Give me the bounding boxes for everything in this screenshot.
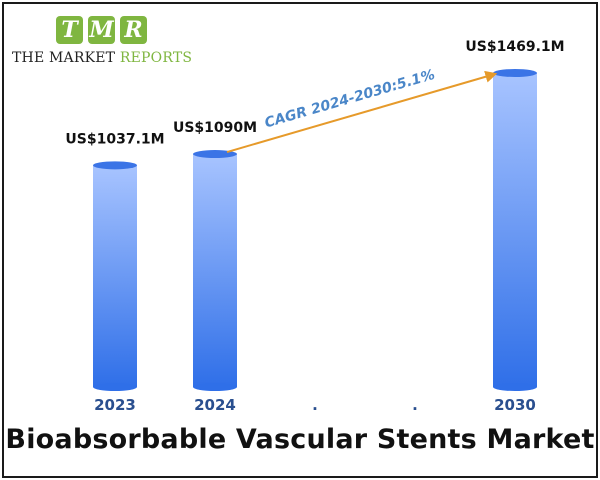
category-label-2024: 2024 <box>194 396 236 414</box>
logo-name-part2: REPORTS <box>119 50 193 66</box>
category-label-gap-3: . <box>412 396 418 414</box>
logo-tile-m: M <box>88 16 115 44</box>
chart-title: Bioabsorbable Vascular Stents Market <box>5 424 595 455</box>
bar-base-2030 <box>493 383 537 391</box>
bar-base-2023 <box>93 383 137 391</box>
category-label-2030: 2030 <box>494 396 536 414</box>
bar-2023 <box>93 165 137 387</box>
data-label-2030: US$1469.1M <box>465 39 564 55</box>
bar-2024 <box>193 154 237 387</box>
bar-top-cap-2030 <box>493 69 537 77</box>
bar-2030 <box>493 73 537 387</box>
bar-top-cap-2023 <box>93 161 137 170</box>
logo-tiles: T M R <box>56 16 147 44</box>
data-label-2023: US$1037.1M <box>65 131 164 147</box>
bar-base-2024 <box>193 383 237 391</box>
logo-name-part1: THE MARKET <box>12 50 116 66</box>
logo-tile-r: R <box>120 16 147 44</box>
logo-wordmark: THE MARKET REPORTS <box>12 50 192 66</box>
tmr-logo: T M R THE MARKET REPORTS <box>10 16 192 76</box>
category-label-2023: 2023 <box>94 396 136 414</box>
category-label-gap-2: . <box>312 396 318 414</box>
bar-top-cap-2024 <box>193 150 237 159</box>
cagr-arrow <box>226 70 498 153</box>
logo-tile-t: T <box>56 16 83 44</box>
data-label-2024: US$1090M <box>173 120 257 136</box>
